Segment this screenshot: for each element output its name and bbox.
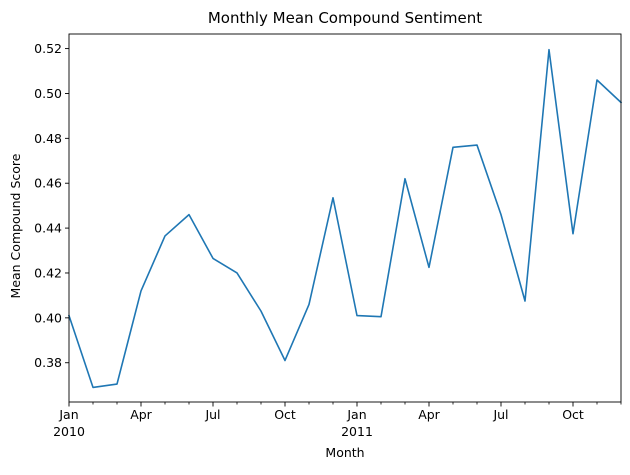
x-tick-label: Jan xyxy=(346,407,366,422)
x-tick-label: Jan xyxy=(58,407,78,422)
x-tick-year-label: 2010 xyxy=(53,424,85,439)
y-tick-label: 0.44 xyxy=(34,221,62,236)
plot-area: 0.38 0.40 0.42 0.44 0.46 0.48 0.50 0.52 Jan 2010 A… xyxy=(34,33,623,439)
y-axis-label: Mean Compound Score xyxy=(8,153,23,298)
x-axis-label: Month xyxy=(325,445,364,460)
y-tick-label: 0.42 xyxy=(34,265,62,280)
x-tick-label: Oct xyxy=(562,407,584,422)
x-tick-label: Oct xyxy=(274,407,296,422)
x-tick-label: Apr xyxy=(418,407,440,422)
y-tick-label: 0.46 xyxy=(34,176,62,191)
y-tick-label: 0.50 xyxy=(34,86,62,101)
x-tick-label: Jul xyxy=(492,407,508,422)
x-tick-label: Apr xyxy=(130,407,152,422)
y-tick-label: 0.38 xyxy=(34,355,62,370)
y-tick-label: 0.40 xyxy=(34,310,62,325)
x-tick-label: Jul xyxy=(204,407,220,422)
y-tick-label: 0.52 xyxy=(34,41,62,56)
x-tick-year-label: 2011 xyxy=(341,424,373,439)
y-tick-label: 0.48 xyxy=(34,131,62,146)
series-line-0 xyxy=(67,48,623,389)
plot-frame xyxy=(68,33,622,403)
chart-title: Monthly Mean Compound Sentiment xyxy=(208,9,482,27)
